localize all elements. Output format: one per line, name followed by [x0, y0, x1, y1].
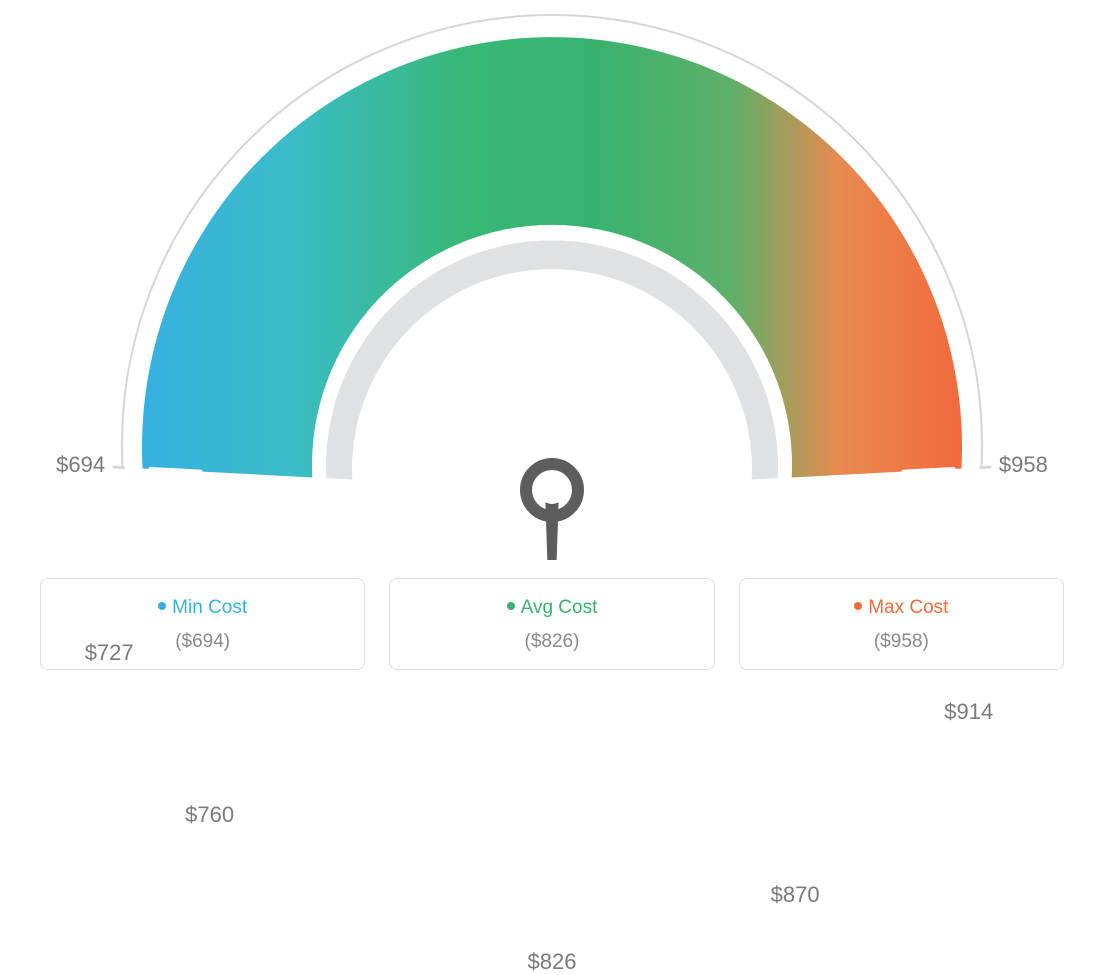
gauge-area: $694$727$760$826$870$914$958 [0, 0, 1104, 560]
dot-icon [507, 602, 515, 610]
gauge-svg [0, 0, 1104, 560]
legend-label-min: Min Cost [51, 597, 354, 619]
legend-value-avg: ($826) [400, 631, 703, 653]
legend-card-max: Max Cost ($958) [739, 578, 1064, 670]
legend-label-max: Max Cost [750, 597, 1053, 619]
tick-label: $760 [185, 802, 234, 828]
legend-card-min: Min Cost ($694) [40, 578, 365, 670]
tick-label: $958 [999, 452, 1048, 478]
dot-icon [158, 602, 166, 610]
legend-value-min: ($694) [51, 631, 354, 653]
legend-max-text: Max Cost [868, 597, 948, 618]
tick-label: $694 [56, 452, 105, 478]
legend-min-text: Min Cost [172, 597, 247, 618]
legend-value-max: ($958) [750, 631, 1053, 653]
tick-label: $826 [528, 949, 577, 975]
legend-avg-text: Avg Cost [521, 597, 598, 618]
legend-card-avg: Avg Cost ($826) [389, 578, 714, 670]
legend-row: Min Cost ($694) Avg Cost ($826) Max Cost… [40, 578, 1064, 670]
tick-label: $870 [771, 882, 820, 908]
legend-label-avg: Avg Cost [400, 597, 703, 619]
dot-icon [854, 602, 862, 610]
tick-label: $914 [944, 699, 993, 725]
gauge-chart-container: $694$727$760$826$870$914$958 Min Cost ($… [0, 0, 1104, 690]
